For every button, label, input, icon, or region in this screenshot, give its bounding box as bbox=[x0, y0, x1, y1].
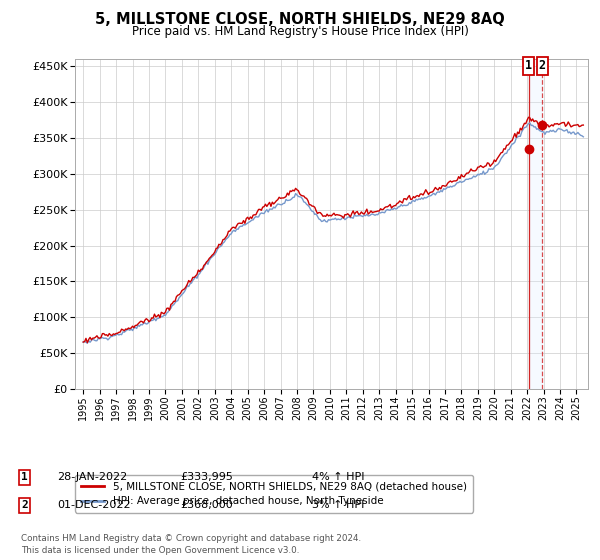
Text: 2: 2 bbox=[539, 59, 546, 72]
Text: 1: 1 bbox=[21, 472, 28, 482]
Legend: 5, MILLSTONE CLOSE, NORTH SHIELDS, NE29 8AQ (detached house), HPI: Average price: 5, MILLSTONE CLOSE, NORTH SHIELDS, NE29 … bbox=[75, 475, 473, 512]
Text: 5, MILLSTONE CLOSE, NORTH SHIELDS, NE29 8AQ: 5, MILLSTONE CLOSE, NORTH SHIELDS, NE29 … bbox=[95, 12, 505, 27]
Bar bbox=[529, 59, 542, 389]
Text: 28-JAN-2022: 28-JAN-2022 bbox=[57, 472, 127, 482]
Text: Contains HM Land Registry data © Crown copyright and database right 2024.
This d: Contains HM Land Registry data © Crown c… bbox=[21, 534, 361, 555]
Text: £368,000: £368,000 bbox=[180, 500, 233, 510]
Text: 3% ↑ HPI: 3% ↑ HPI bbox=[312, 500, 364, 510]
Text: 01-DEC-2022: 01-DEC-2022 bbox=[57, 500, 131, 510]
Text: Price paid vs. HM Land Registry's House Price Index (HPI): Price paid vs. HM Land Registry's House … bbox=[131, 25, 469, 38]
Text: 4% ↑ HPI: 4% ↑ HPI bbox=[312, 472, 365, 482]
Text: 2: 2 bbox=[21, 500, 28, 510]
Text: £333,995: £333,995 bbox=[180, 472, 233, 482]
Text: 1: 1 bbox=[525, 59, 532, 72]
